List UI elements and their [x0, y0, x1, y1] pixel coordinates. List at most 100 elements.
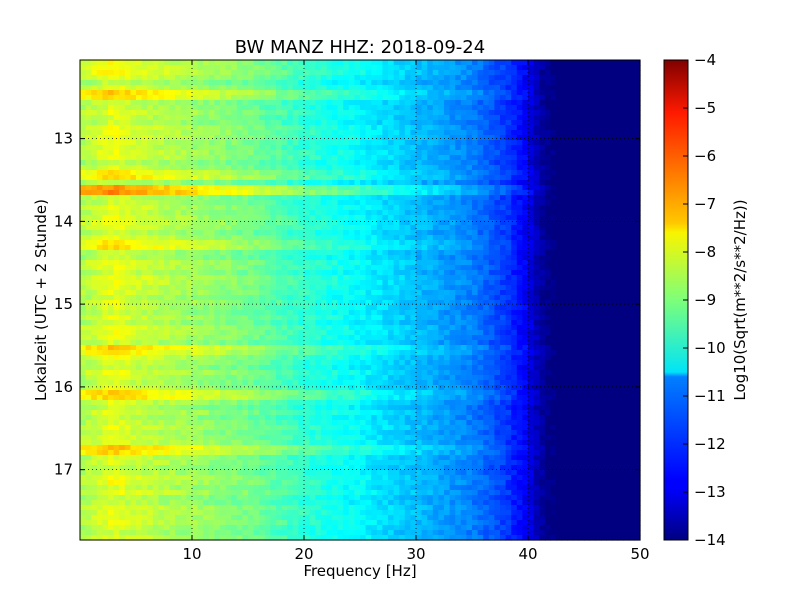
heatmap-cell: [584, 220, 591, 226]
heatmap-cell: [388, 285, 395, 291]
heatmap-cell: [421, 135, 428, 141]
heatmap-cell: [136, 60, 143, 66]
heatmap-cell: [427, 140, 434, 146]
heatmap-cell: [544, 145, 551, 151]
heatmap-cell: [175, 275, 182, 281]
heatmap-cell: [169, 295, 176, 301]
heatmap-cell: [393, 280, 400, 286]
heatmap-cell: [242, 165, 249, 171]
heatmap-cell: [550, 210, 557, 216]
heatmap-cell: [388, 290, 395, 296]
heatmap-cell: [231, 90, 238, 96]
heatmap-cell: [438, 75, 445, 81]
heatmap-cell: [309, 225, 316, 231]
heatmap-cell: [460, 290, 467, 296]
heatmap-cell: [455, 180, 462, 186]
heatmap-cell: [175, 245, 182, 251]
heatmap-cell: [578, 170, 585, 176]
heatmap-cell: [522, 120, 529, 126]
heatmap-cell: [304, 165, 311, 171]
heatmap-cell: [320, 160, 327, 166]
heatmap-cell: [500, 65, 507, 71]
heatmap-cell: [606, 220, 613, 226]
heatmap-cell: [483, 275, 490, 281]
heatmap-cell: [628, 160, 635, 166]
heatmap-cell: [472, 225, 479, 231]
heatmap-cell: [410, 280, 417, 286]
heatmap-cell: [180, 65, 187, 71]
heatmap-cell: [292, 115, 299, 121]
heatmap-cell: [505, 165, 512, 171]
heatmap-cell: [85, 145, 92, 151]
heatmap-cell: [617, 95, 624, 101]
heatmap-cell: [231, 190, 238, 196]
heatmap-cell: [281, 215, 288, 221]
heatmap-cell: [354, 295, 361, 301]
heatmap-cell: [248, 125, 255, 131]
heatmap-cell: [505, 120, 512, 126]
heatmap-cell: [80, 65, 87, 71]
heatmap-cell: [208, 220, 215, 226]
heatmap-cell: [365, 195, 372, 201]
heatmap-cell: [416, 265, 423, 271]
heatmap-cell: [589, 95, 596, 101]
heatmap-cell: [432, 210, 439, 216]
heatmap-cell: [399, 150, 406, 156]
heatmap-cell: [175, 190, 182, 196]
heatmap-cell: [113, 130, 120, 136]
heatmap-cell: [606, 195, 613, 201]
heatmap-cell: [416, 295, 423, 301]
heatmap-cell: [544, 305, 551, 311]
heatmap-cell: [248, 135, 255, 141]
heatmap-cell: [214, 200, 221, 206]
heatmap-cell: [231, 145, 238, 151]
heatmap-cell: [410, 75, 417, 81]
heatmap-cell: [460, 305, 467, 311]
heatmap-cell: [141, 225, 148, 231]
heatmap-cell: [477, 60, 484, 66]
heatmap-cell: [309, 235, 316, 241]
heatmap-cell: [466, 105, 473, 111]
heatmap-cell: [544, 120, 551, 126]
heatmap-cell: [612, 280, 619, 286]
heatmap-cell: [248, 285, 255, 291]
heatmap-cell: [533, 70, 540, 76]
heatmap-cell: [304, 250, 311, 256]
heatmap-cell: [432, 260, 439, 266]
heatmap-cell: [298, 235, 305, 241]
heatmap-cell: [141, 70, 148, 76]
heatmap-cell: [348, 140, 355, 146]
heatmap-cell: [231, 220, 238, 226]
heatmap-cell: [180, 200, 187, 206]
heatmap-cell: [572, 285, 579, 291]
heatmap-cell: [270, 265, 277, 271]
heatmap-cell: [225, 255, 232, 261]
heatmap-cell: [516, 270, 523, 276]
heatmap-cell: [158, 115, 165, 121]
heatmap-cell: [304, 285, 311, 291]
heatmap-cell: [455, 65, 462, 71]
heatmap-cell: [438, 225, 445, 231]
heatmap-cell: [511, 135, 518, 141]
heatmap-cell: [248, 150, 255, 156]
heatmap-cell: [427, 135, 434, 141]
heatmap-cell: [505, 260, 512, 266]
heatmap-cell: [432, 80, 439, 86]
heatmap-cell: [332, 260, 339, 266]
heatmap-cell: [360, 155, 367, 161]
heatmap-cell: [539, 280, 546, 286]
heatmap-cell: [365, 85, 372, 91]
heatmap-cell: [628, 225, 635, 231]
heatmap-cell: [309, 85, 316, 91]
heatmap-cell: [309, 250, 316, 256]
heatmap-cell: [180, 165, 187, 171]
heatmap-cell: [225, 295, 232, 301]
heatmap-cell: [147, 260, 154, 266]
heatmap-cell: [584, 225, 591, 231]
chart-title: BW MANZ HHZ: 2018-09-24: [235, 37, 485, 58]
heatmap-cell: [186, 140, 193, 146]
heatmap-cell: [242, 290, 249, 296]
heatmap-cell: [192, 75, 199, 81]
heatmap-cell: [511, 60, 518, 66]
heatmap-cell: [147, 70, 154, 76]
